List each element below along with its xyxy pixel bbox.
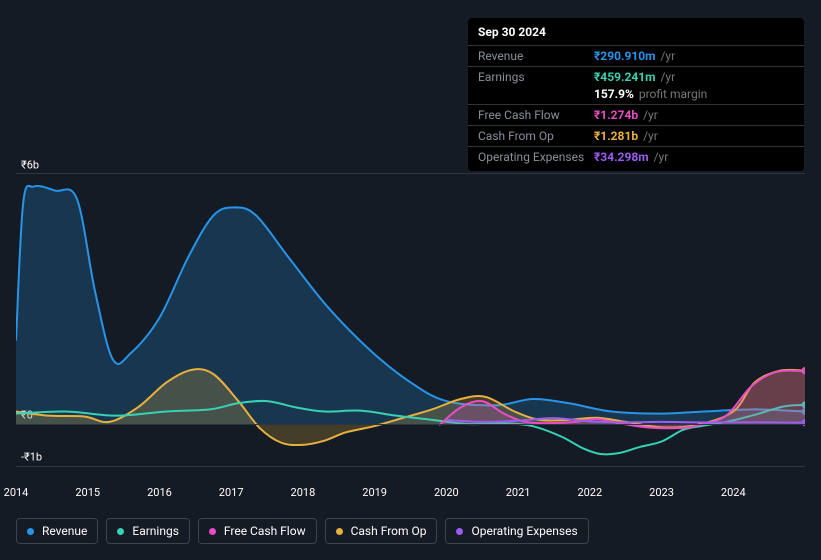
x-axis-tick-label: 2021: [506, 486, 531, 499]
legend-label: Free Cash Flow: [224, 524, 306, 538]
chart-legend: Revenue Earnings Free Cash Flow Cash From O…: [16, 518, 589, 544]
x-axis-tick-label: 2017: [219, 486, 244, 499]
x-axis-tick-label: 2015: [75, 486, 100, 499]
legend-label: Cash From Op: [351, 524, 427, 538]
tooltip-metric-label: [478, 87, 594, 101]
x-axis-tick-label: 2023: [649, 486, 674, 499]
legend-item-revenue[interactable]: Revenue: [16, 518, 98, 544]
tooltip-metric-value: ₹290.910m /yr: [594, 49, 675, 63]
legend-item-cash_from_op[interactable]: Cash From Op: [325, 518, 438, 544]
tooltip-row: 157.9% profit margin: [468, 87, 804, 104]
x-axis-tick-label: 2014: [4, 486, 29, 499]
tooltip-metric-value: ₹459.241m /yr: [594, 70, 675, 84]
gridline: [16, 424, 805, 425]
y-axis-tick-label: ₹6b: [21, 159, 39, 172]
x-axis-tick-label: 2022: [577, 486, 602, 499]
tooltip-date: Sep 30 2024: [468, 18, 804, 45]
tooltip-metric-label: Revenue: [478, 49, 594, 63]
tooltip-row: Earnings₹459.241m /yr: [468, 66, 804, 87]
x-axis: 2014201520162017201820192020202120222023…: [16, 486, 805, 504]
legend-label: Earnings: [132, 524, 179, 538]
plot-area[interactable]: [16, 173, 805, 473]
legend-dot-icon: [209, 528, 216, 535]
tooltip-row: Free Cash Flow₹1.274b /yr: [468, 104, 804, 125]
legend-dot-icon: [117, 528, 124, 535]
series-area-revenue: [16, 186, 805, 424]
tooltip-row: Revenue₹290.910m /yr: [468, 45, 804, 66]
tooltip-metric-value: 157.9% profit margin: [594, 87, 707, 101]
x-axis-tick-label: 2019: [362, 486, 387, 499]
tooltip-metric-label: Earnings: [478, 70, 594, 84]
x-axis-tick-label: 2016: [147, 486, 172, 499]
tooltip-metric-label: Cash From Op: [478, 129, 594, 143]
x-axis-tick-label: 2020: [434, 486, 459, 499]
legend-label: Revenue: [42, 524, 87, 538]
legend-label: Operating Expenses: [471, 524, 577, 538]
legend-item-operating_expenses[interactable]: Operating Expenses: [445, 518, 588, 544]
legend-dot-icon: [456, 528, 463, 535]
legend-item-free_cash_flow[interactable]: Free Cash Flow: [198, 518, 317, 544]
chart-tooltip: Sep 30 2024 Revenue₹290.910m /yrEarnings…: [468, 18, 804, 171]
x-axis-tick-label: 2024: [721, 486, 746, 499]
tooltip-metric-value: ₹1.274b /yr: [594, 108, 658, 122]
x-axis-tick-label: 2018: [291, 486, 316, 499]
tooltip-metric-value: ₹1.281b /yr: [594, 129, 658, 143]
gridline: [16, 466, 805, 467]
tooltip-row: Cash From Op₹1.281b /yr: [468, 125, 804, 146]
tooltip-metric-label: Free Cash Flow: [478, 108, 594, 122]
legend-item-earnings[interactable]: Earnings: [106, 518, 190, 544]
legend-dot-icon: [336, 528, 343, 535]
financials-chart: ₹6b₹0-₹1b: [16, 160, 805, 478]
legend-dot-icon: [27, 528, 34, 535]
